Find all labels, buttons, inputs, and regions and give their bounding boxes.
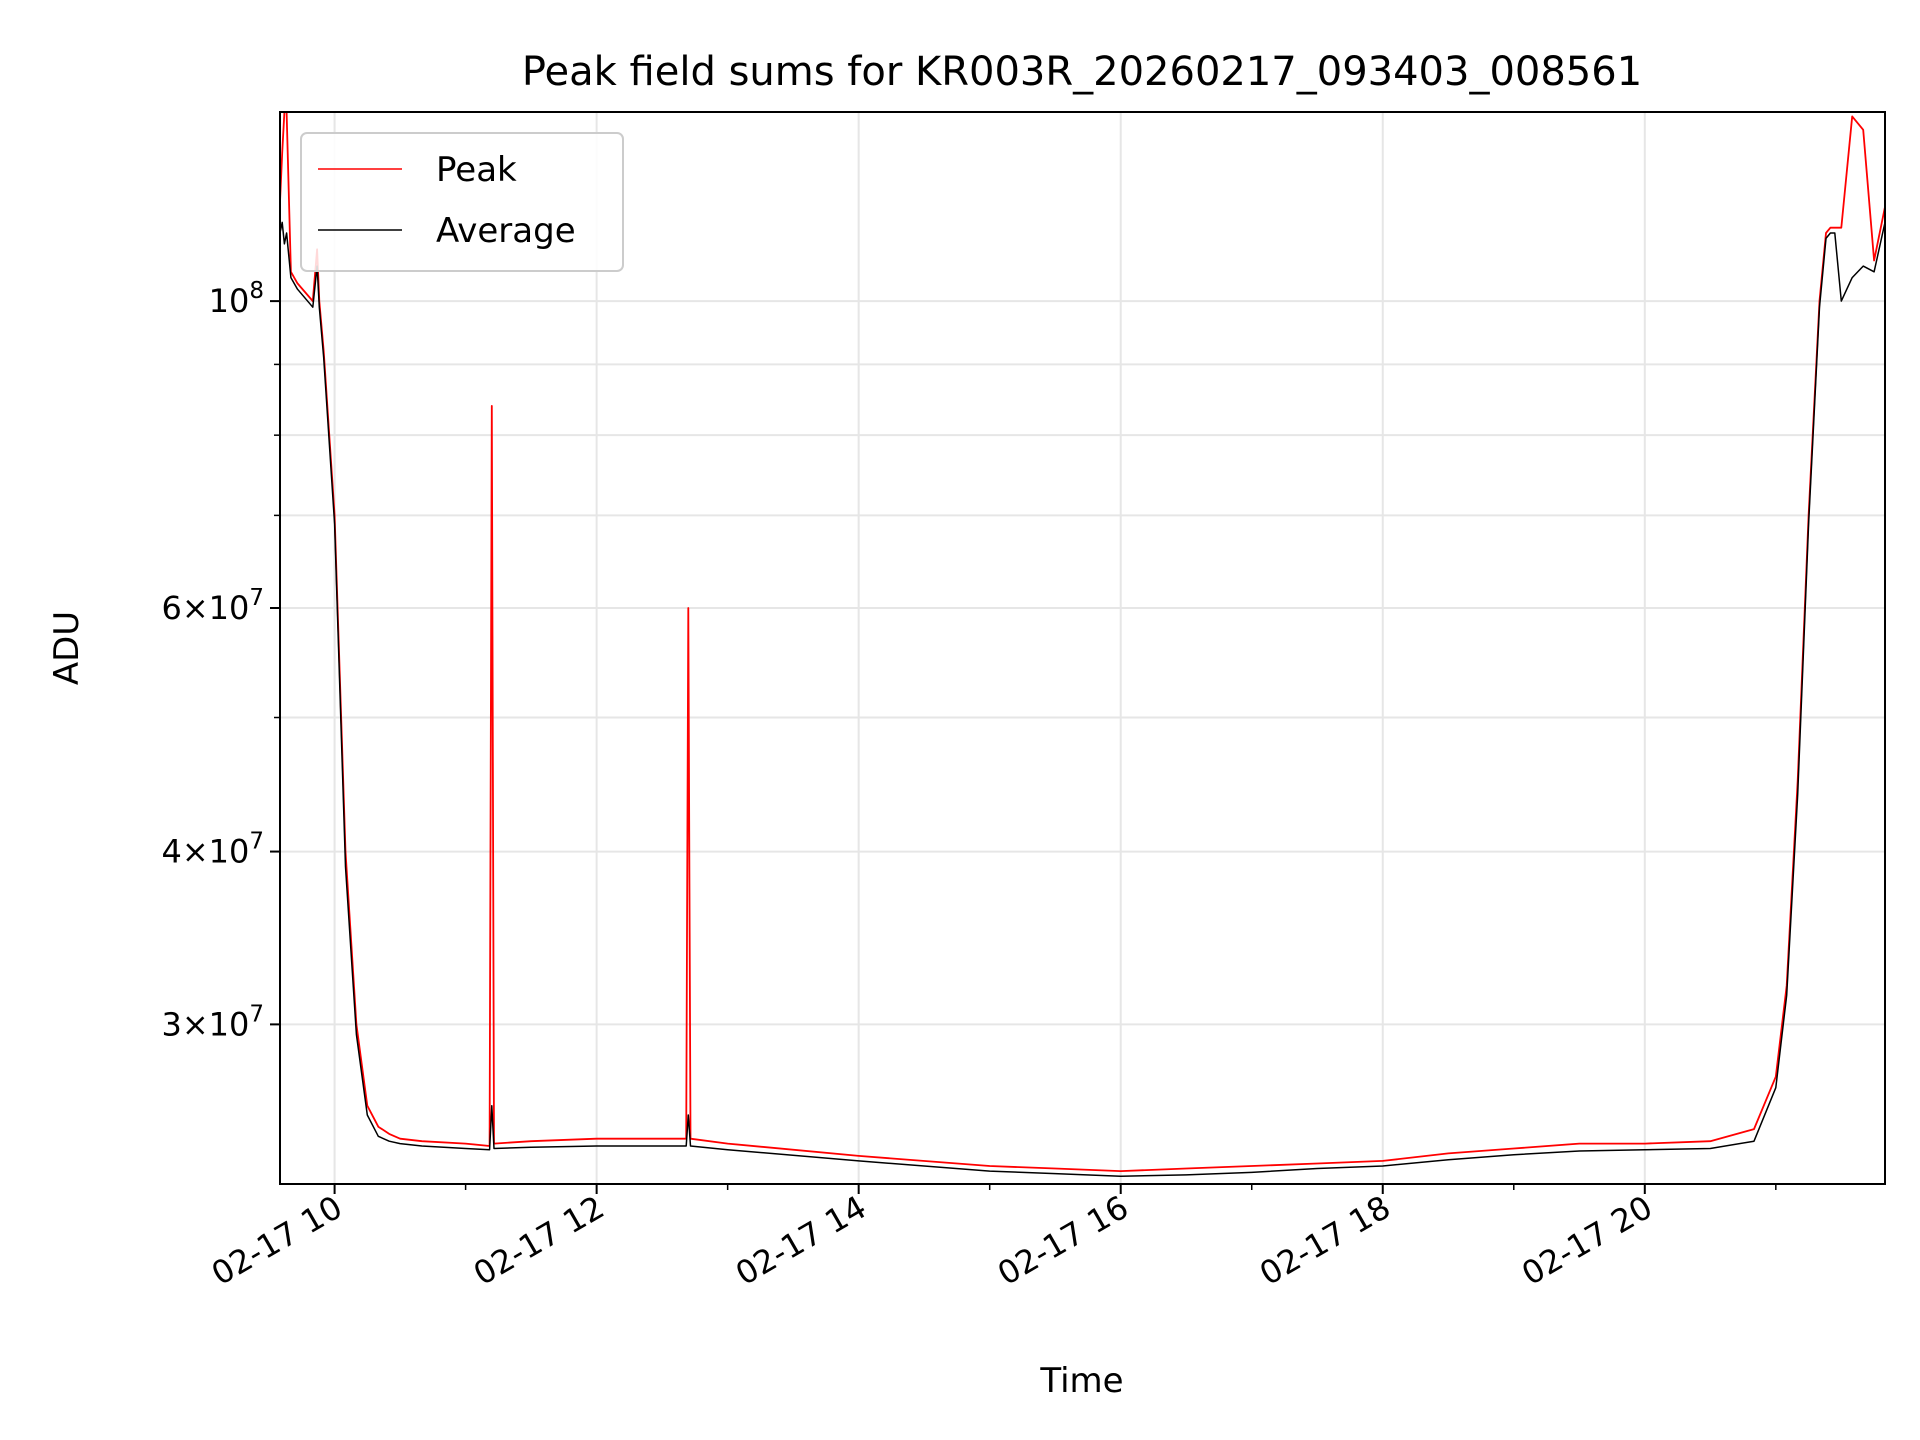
y-tick-label: 6×107 <box>161 585 264 627</box>
x-tick-label: 02-17 18 <box>1253 1188 1397 1293</box>
y-axis: 3×107 4×107 6×107 108 <box>161 278 280 1043</box>
y-tick-label: 3×107 <box>161 1001 264 1043</box>
y-tick-label: 108 <box>209 278 264 320</box>
chart-title: Peak field sums for KR003R_20260217_0934… <box>522 49 1642 95</box>
x-axis: 02-17 10 02-17 12 02-17 14 02-17 16 02-17 18… <box>205 1184 1777 1293</box>
x-tick-label: 02-17 12 <box>467 1188 611 1293</box>
x-tick-label: 02-17 20 <box>1515 1188 1659 1293</box>
legend-label-average: Average <box>436 211 576 251</box>
legend-box <box>300 132 624 272</box>
legend: Peak Average <box>300 132 624 272</box>
x-tick-label: 02-17 16 <box>991 1188 1135 1293</box>
plot-frame <box>279 111 1886 1185</box>
grid <box>280 112 1885 1184</box>
y-tick-label: 4×107 <box>161 829 264 871</box>
legend-label-peak: Peak <box>436 150 517 190</box>
x-tick-label: 02-17 14 <box>729 1188 873 1293</box>
y-axis-label: ADU <box>47 611 87 685</box>
series-layer <box>279 111 1886 1177</box>
x-tick-label: 02-17 10 <box>205 1188 349 1293</box>
x-axis-label: Time <box>1039 1361 1123 1401</box>
series-line-average <box>279 221 1886 1177</box>
